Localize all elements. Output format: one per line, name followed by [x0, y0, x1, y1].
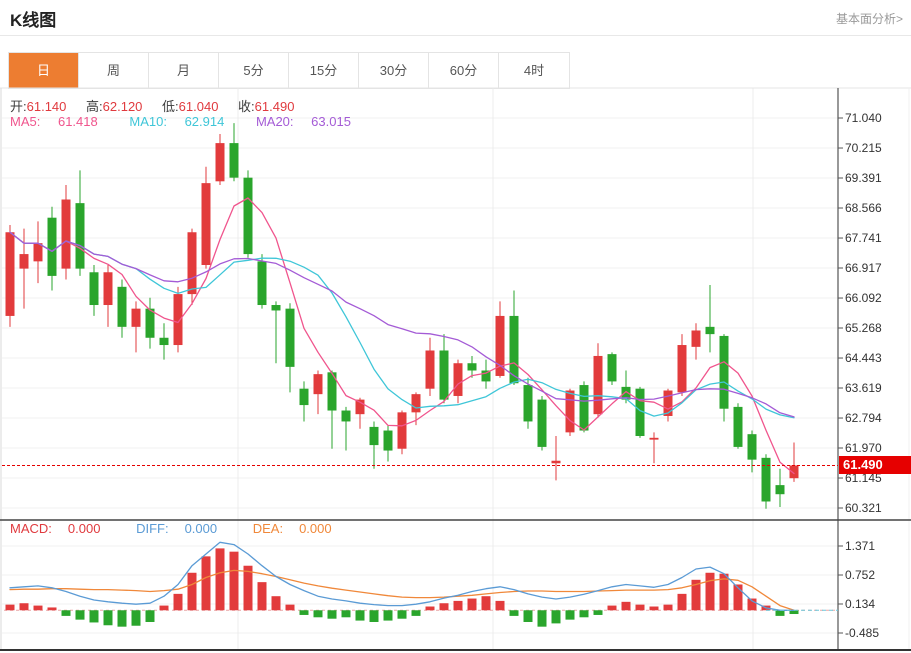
price-axis-tick: 61.970 — [845, 441, 882, 455]
tab-60min[interactable]: 60分 — [429, 53, 499, 88]
close-value: 61.490 — [254, 99, 295, 114]
tab-week[interactable]: 周 — [79, 53, 149, 88]
macd-axis-tick: 1.371 — [845, 539, 876, 553]
page-title: K线图 — [10, 11, 57, 30]
tab-30min[interactable]: 30分 — [359, 53, 429, 88]
macd-legend: MACD: 0.000 — [10, 521, 101, 536]
low-label: 低: — [162, 99, 179, 114]
macd-axis-tick: 0.134 — [845, 596, 876, 611]
price-axis-tick: 64.443 — [845, 351, 882, 366]
current-price-badge: 61.490 — [839, 456, 911, 475]
price-axis-tick: 63.619 — [845, 381, 882, 395]
ma10-legend: MA10: 62.914 — [129, 114, 225, 129]
tab-4hour[interactable]: 4时 — [523, 63, 545, 78]
macd-axis-tick: 0.752 — [845, 568, 876, 583]
ohlc-info-row: 开:61.140 高:62.120 低:61.040 收:61.490 — [10, 96, 310, 115]
tab-15min[interactable]: 15分 — [289, 53, 359, 88]
high-label: 高: — [86, 99, 103, 114]
price-axis-tick: 71.040 — [845, 111, 882, 125]
period-tab-bar: 日周月 5分 15分 30分 60分 4时 — [8, 52, 570, 89]
open-value: 61.140 — [26, 99, 67, 114]
header-divider — [0, 35, 911, 36]
dea-legend: DEA: 0.000 — [252, 521, 332, 536]
price-axis-tick: 69.391 — [845, 170, 882, 185]
price-axis-tick: 68.566 — [845, 201, 882, 215]
ma20-legend: MA20: 63.015 — [255, 114, 351, 129]
price-axis-tick: 66.917 — [845, 261, 882, 275]
open-label: 开: — [10, 99, 27, 114]
price-axis-tick: 67.741 — [845, 231, 882, 246]
tab-5min[interactable]: 5分 — [219, 53, 289, 88]
tab-month[interactable]: 月 — [149, 53, 219, 88]
price-axis-tick: 70.215 — [845, 141, 882, 156]
price-axis-tick: 65.268 — [845, 321, 882, 335]
diff-legend: DIFF: 0.000 — [136, 521, 218, 536]
fundamental-analysis-link[interactable]: 基本面分析> — [835, 12, 903, 26]
tab-day[interactable]: 日 — [9, 53, 79, 88]
ma-info-row: MA5: 61.418 MA10: 62.914 MA20: 63.015 — [10, 114, 379, 129]
macd-axis-tick: -0.485 — [845, 626, 880, 640]
price-axis-tick: 62.794 — [845, 411, 882, 426]
price-axis-tick: 61.145 — [845, 471, 882, 486]
price-axis-tick: 60.321 — [845, 501, 882, 515]
close-label: 收: — [238, 99, 255, 114]
low-value: 61.040 — [178, 99, 219, 114]
macd-info-row: MACD: 0.000 DIFF: 0.000 DEA: 0.000 — [10, 521, 364, 536]
price-axis-tick: 66.092 — [845, 291, 882, 306]
high-value: 62.120 — [102, 99, 143, 114]
ma5-legend: MA5: 61.418 — [10, 114, 98, 129]
